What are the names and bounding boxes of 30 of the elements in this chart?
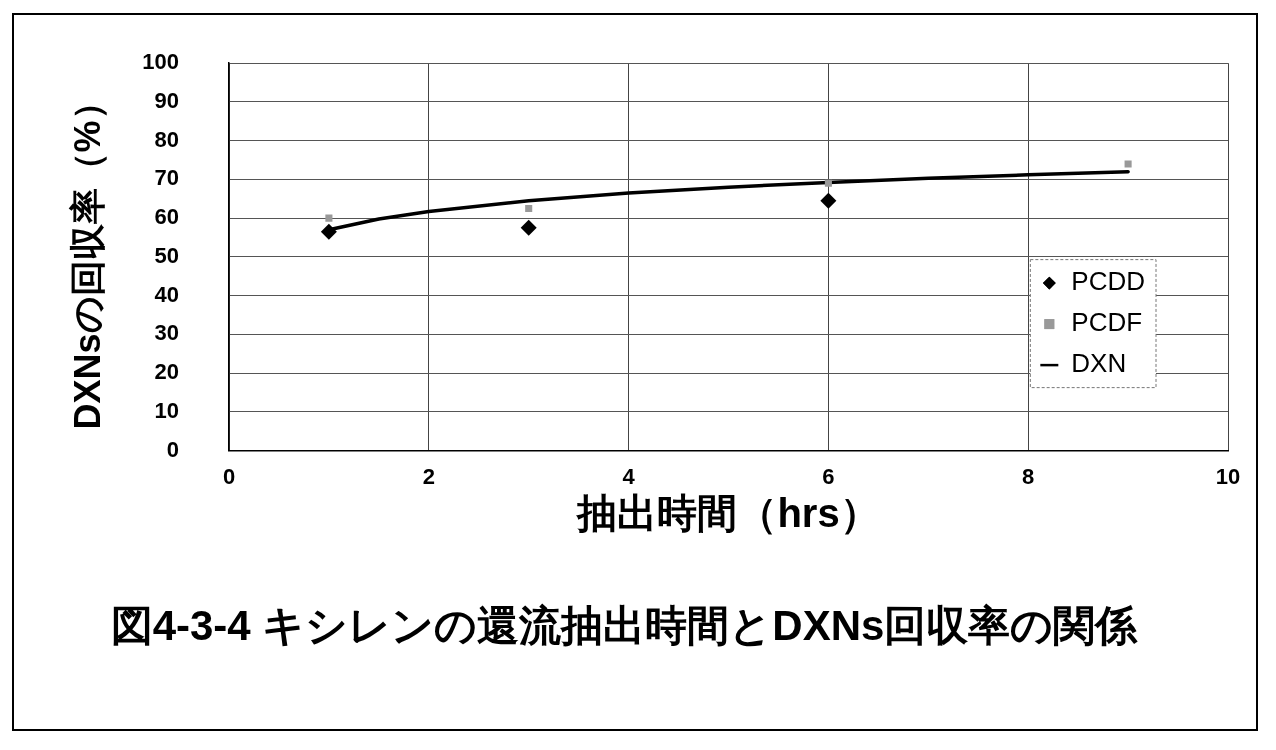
y-tick-label: 90 — [154, 88, 179, 113]
point — [520, 219, 537, 236]
y-tick-label: 30 — [154, 320, 179, 346]
text: 図4-3-4 キシレンの還流抽出時間とDXNs回収率の関係 — [110, 602, 1139, 650]
point — [320, 223, 337, 240]
x-tick-label: 0 — [222, 463, 236, 489]
x-tick-label: 10 — [1215, 463, 1241, 489]
x-tick-label: 2 — [422, 463, 435, 489]
x-tick-label: 8 — [1022, 463, 1035, 489]
y-tick-label: 70 — [154, 165, 179, 191]
legend-label: PCDF — [1071, 307, 1143, 338]
y-tick-label: 60 — [154, 204, 179, 230]
y-tick-label: 50 — [154, 242, 179, 268]
y-tick-label: 20 — [154, 359, 179, 385]
x-tick-label: 4 — [622, 463, 636, 489]
point — [820, 192, 837, 209]
y-tick-label: 40 — [154, 281, 179, 307]
legend-label: PCDD — [1071, 266, 1145, 297]
x-tick-label: 6 — [822, 463, 835, 489]
y-tick-label: 80 — [154, 126, 179, 152]
point — [824, 179, 832, 187]
y-axis-title: DXNsの回収率（%） — [66, 84, 108, 430]
y-tick-label: 0 — [166, 436, 179, 462]
legend-label: DXN — [1071, 348, 1127, 379]
y-tick-label: 100 — [142, 49, 179, 75]
point — [325, 214, 333, 222]
point — [1124, 160, 1132, 168]
y-tick-label: 10 — [154, 397, 179, 423]
x-axis-title: 抽出時間（hrs） — [575, 490, 880, 535]
point — [525, 204, 533, 213]
